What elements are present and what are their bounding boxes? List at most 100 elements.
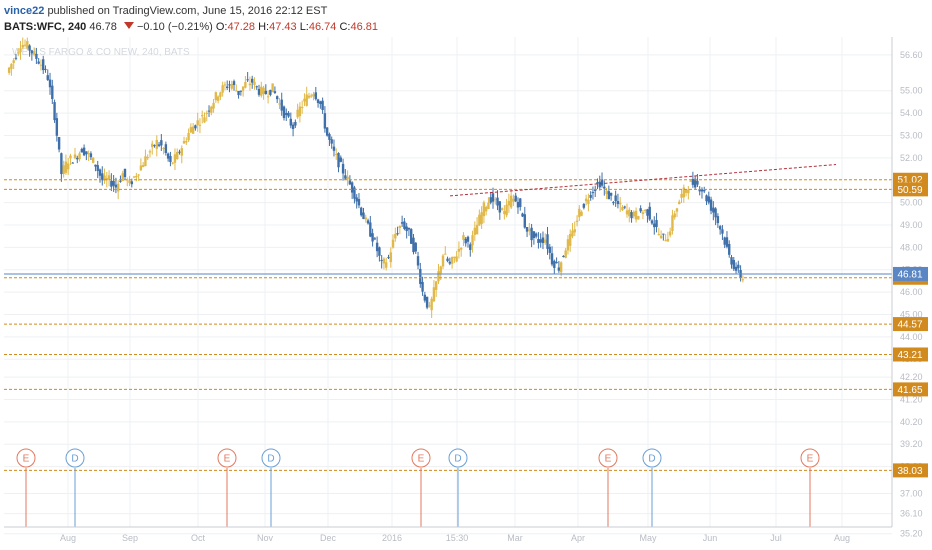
candle-body — [378, 247, 381, 256]
candle-body — [105, 178, 109, 181]
price-tick-label: 50.00 — [900, 198, 923, 208]
candle-body — [419, 268, 422, 284]
candle-body — [389, 252, 392, 263]
candle-body — [573, 229, 576, 233]
chart-header: vince22 published on TradingView.com, Ju… — [4, 3, 924, 37]
candle-body — [235, 90, 238, 92]
candle-body — [42, 59, 45, 71]
symbol-label: BATS:WFC, 240 — [4, 21, 87, 33]
candle-body — [450, 257, 454, 264]
candle-body — [614, 195, 617, 202]
earnings-event-icon[interactable] — [800, 448, 820, 468]
candle-body — [730, 257, 733, 265]
candle-body — [337, 152, 340, 168]
candle-body — [634, 210, 638, 220]
candle-body — [237, 90, 240, 96]
candle-body — [30, 50, 34, 54]
candle-body — [550, 253, 554, 265]
author-link[interactable]: vince22 — [4, 5, 45, 17]
candle-body — [314, 92, 318, 100]
open-label: O: — [215, 21, 228, 33]
trendline[interactable] — [449, 164, 837, 197]
candle-body — [39, 64, 43, 66]
candle-body — [548, 246, 551, 253]
dividend-event-icon[interactable] — [261, 448, 281, 468]
price-tick-label: 48.00 — [900, 242, 923, 252]
horizontal-levels[interactable] — [4, 179, 892, 471]
candle-body — [273, 91, 277, 94]
candle-body — [512, 198, 515, 202]
candle-body — [457, 248, 461, 252]
candle-body — [605, 190, 608, 195]
dividend-event-icon[interactable] — [448, 448, 468, 468]
earnings-event-icon[interactable] — [217, 448, 237, 468]
close-label: C: — [339, 21, 351, 33]
candle-body — [516, 201, 520, 208]
candle-body — [205, 112, 208, 114]
candle-body — [375, 242, 379, 252]
candle-body — [496, 197, 499, 206]
price-change: −0.10 (−0.21%) — [136, 21, 213, 33]
candle-body — [528, 229, 531, 231]
candle-body — [430, 298, 433, 311]
candle-body — [541, 237, 545, 244]
plot-area[interactable] — [4, 37, 892, 527]
dividend-event-icon[interactable] — [642, 448, 662, 468]
candle-body — [700, 189, 704, 192]
candle-body — [589, 194, 592, 198]
candle-body — [78, 153, 81, 160]
candle-body — [432, 287, 436, 302]
event-label: D — [71, 454, 78, 465]
candle-body — [455, 256, 458, 262]
candle-body — [110, 180, 113, 187]
candle-body — [7, 67, 11, 73]
candle-body — [405, 226, 408, 232]
candle-body — [66, 163, 70, 170]
candle-body — [107, 175, 111, 180]
candle-body — [82, 147, 86, 156]
price-tick-label: 53.00 — [900, 130, 923, 140]
candle-body — [373, 238, 377, 240]
candles — [7, 37, 745, 318]
candle-body — [500, 208, 504, 211]
candle-body — [332, 146, 336, 151]
time-tick-label: 2016 — [382, 533, 402, 543]
candle-body — [12, 60, 15, 63]
candle-body — [459, 247, 463, 250]
candle-body — [703, 189, 706, 192]
candle-body — [130, 181, 134, 185]
candle-body — [539, 239, 542, 243]
candle-body — [101, 173, 104, 181]
candle-body — [721, 229, 724, 234]
candle-body — [128, 180, 131, 183]
candle-body — [253, 81, 256, 86]
candle-body — [360, 207, 363, 216]
price-axis[interactable]: 56.60 55.00 54.00 53.00 52.00 50.00 49.00 48.00… — [891, 37, 923, 539]
candle-body — [657, 234, 661, 236]
time-tick-label: Apr — [571, 533, 585, 543]
candle-body — [132, 176, 136, 178]
price-chart[interactable]: WELLS FARGO & CO NEW, 240, BATS 56.60 55.… — [0, 37, 932, 547]
candle-body — [421, 282, 424, 292]
candle-body — [173, 154, 177, 163]
candle-body — [189, 127, 193, 133]
candle-body — [653, 223, 656, 228]
candle-body — [714, 208, 717, 218]
candle-body — [662, 233, 665, 235]
earnings-event-icon[interactable] — [16, 448, 36, 468]
earnings-event-icon[interactable] — [598, 448, 618, 468]
level-price-tag — [893, 463, 928, 478]
candle-body — [87, 153, 90, 155]
candle-body — [666, 238, 670, 242]
dividend-event-icon[interactable] — [65, 448, 85, 468]
candle-body — [305, 94, 308, 106]
candle-body — [680, 193, 683, 198]
time-tick-label: Sep — [122, 533, 138, 543]
candle-body — [112, 180, 115, 186]
candle-body — [176, 151, 179, 160]
time-axis[interactable]: Aug Sep Oct Nov Dec 2016 15:30 Mar Apr May Jun Jul A… — [4, 526, 892, 543]
earnings-event-icon[interactable] — [411, 448, 431, 468]
event-label: D — [648, 454, 655, 465]
